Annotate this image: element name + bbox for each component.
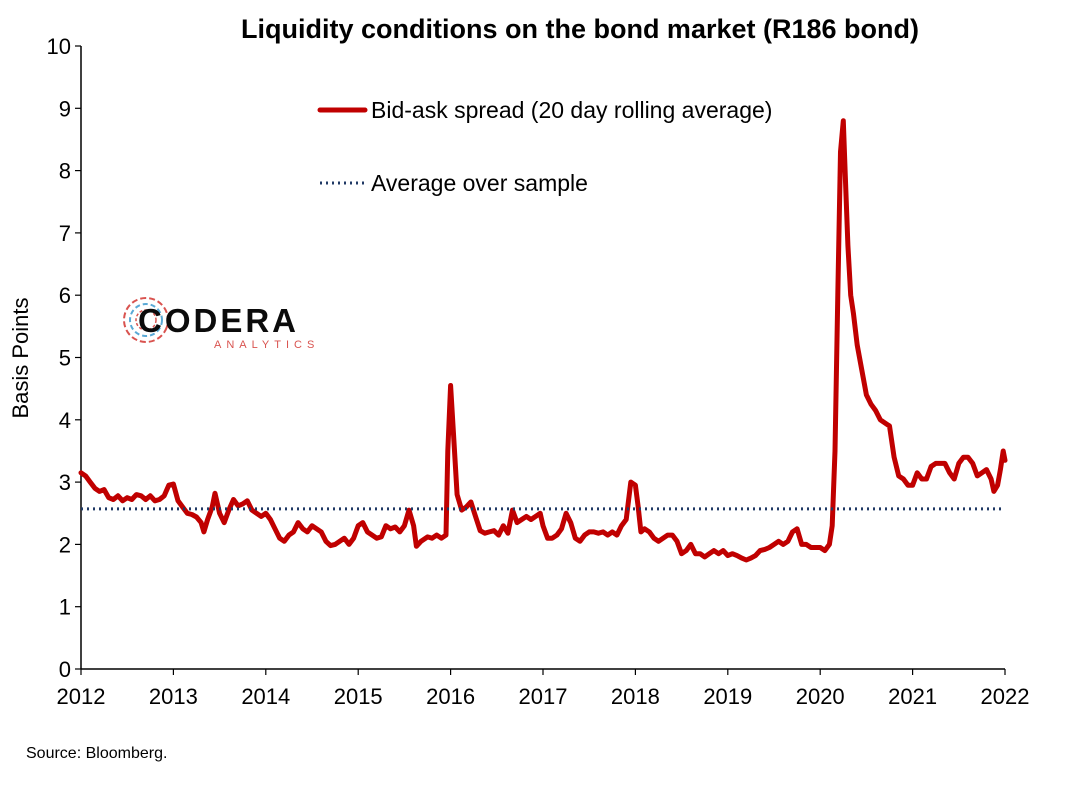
legend-label-average: Average over sample	[371, 170, 588, 196]
y-tick-label: 2	[59, 532, 71, 557]
codera-logo: CODERA ANALYTICS	[123, 297, 319, 351]
y-tick-label: 7	[59, 221, 71, 246]
x-tick-label: 2018	[611, 684, 660, 709]
y-axis-label: Basis Points	[8, 297, 33, 418]
codera-logo-icon	[123, 297, 169, 343]
x-tick-label: 2021	[888, 684, 937, 709]
x-tick-label: 2022	[981, 684, 1030, 709]
legend-label-spread: Bid-ask spread (20 day rolling average)	[371, 97, 772, 123]
x-tick-label: 2014	[241, 684, 290, 709]
series-line-spread	[78, 118, 1008, 563]
series-layer	[78, 118, 1008, 563]
y-axis-ticks: 0 1 2 3 4 5 6 7 8 9 10	[47, 34, 81, 682]
y-tick-label: 9	[59, 96, 71, 121]
x-tick-label: 2012	[57, 684, 106, 709]
y-tick-label: 6	[59, 283, 71, 308]
y-tick-label: 8	[59, 159, 71, 184]
x-tick-label: 2015	[334, 684, 383, 709]
logo-name: CODERA	[138, 302, 299, 339]
y-tick-label: 1	[59, 595, 71, 620]
x-tick-label: 2013	[149, 684, 198, 709]
logo-subtitle: ANALYTICS	[214, 339, 319, 351]
x-tick-label: 2019	[703, 684, 752, 709]
x-tick-label: 2016	[426, 684, 475, 709]
x-axis-ticks: 2012 2013 2014 2015 2016 2017 2018 2019 2020 2021…	[57, 669, 1030, 709]
y-tick-label: 5	[59, 346, 71, 371]
y-tick-label: 10	[47, 34, 71, 59]
legend: Bid-ask spread (20 day rolling average) …	[317, 97, 772, 196]
chart-title: Liquidity conditions on the bond market …	[241, 14, 919, 44]
source-note: Source: Bloomberg.	[26, 745, 167, 762]
y-tick-label: 3	[59, 470, 71, 495]
y-tick-label: 4	[59, 408, 71, 433]
x-tick-label: 2017	[519, 684, 568, 709]
x-tick-label: 2020	[796, 684, 845, 709]
y-tick-label: 0	[59, 657, 71, 682]
axes	[80, 46, 1005, 670]
